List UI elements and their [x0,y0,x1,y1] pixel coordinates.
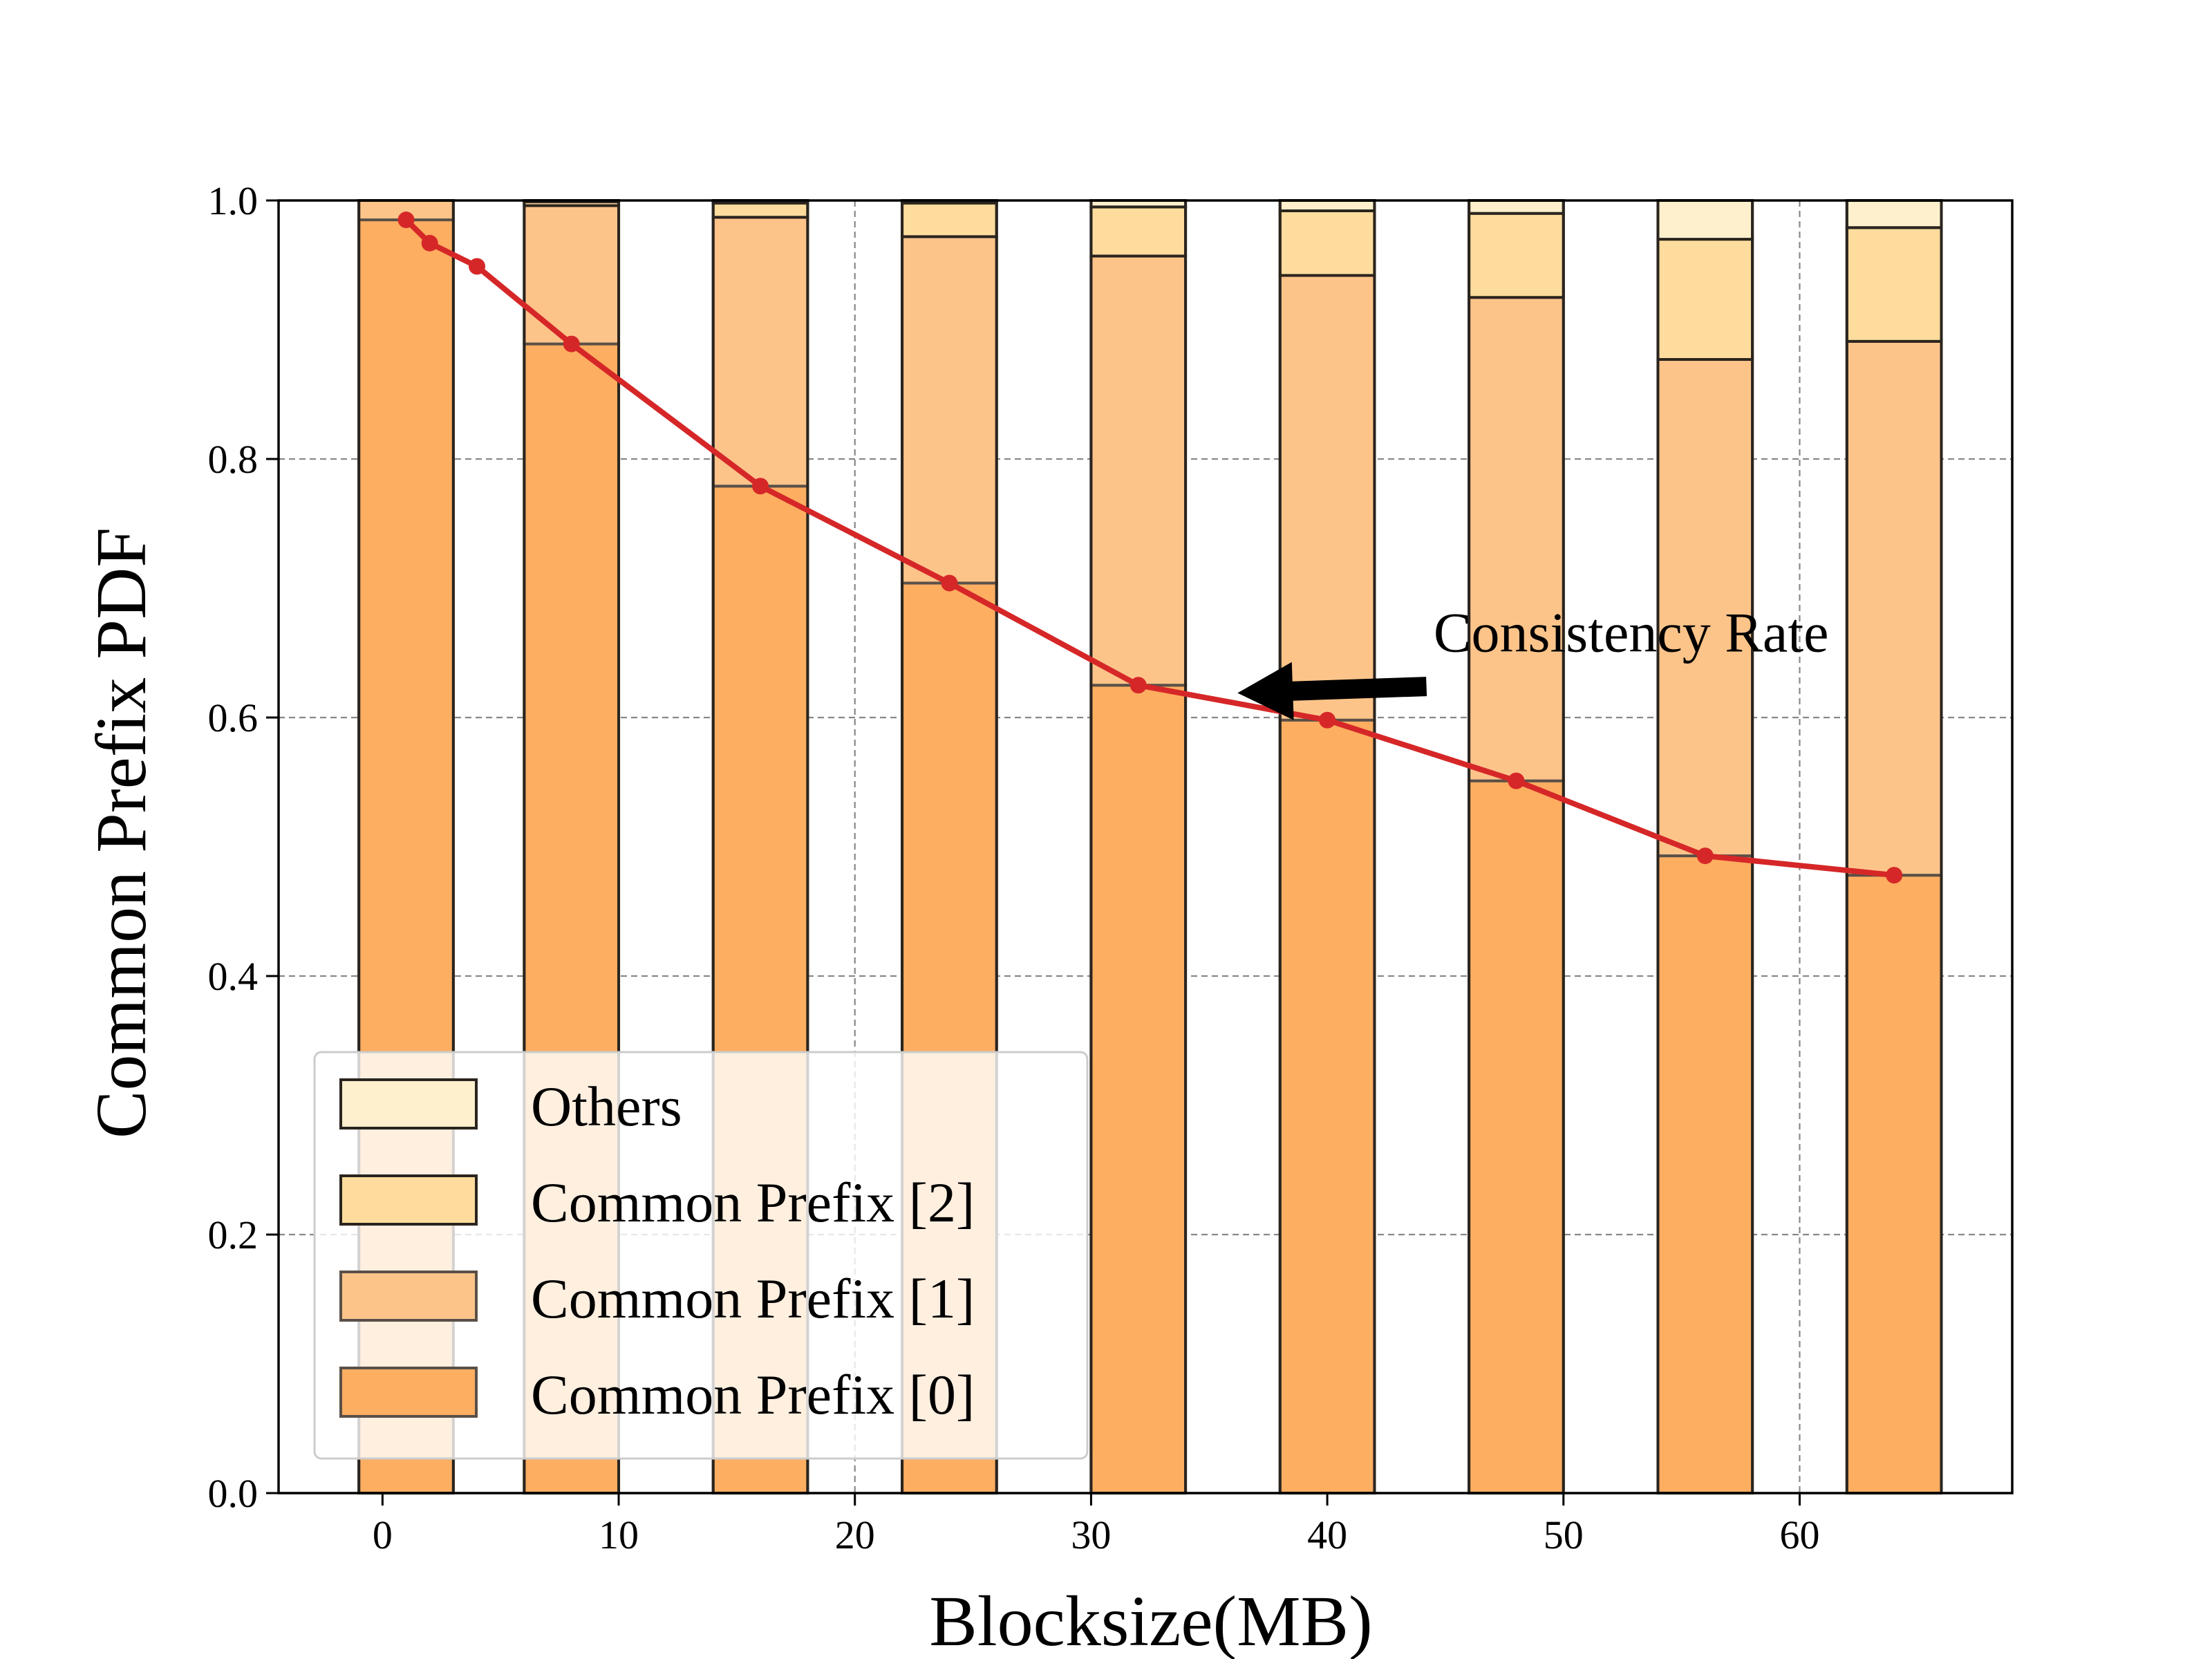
y-tick-label: 0.2 [208,1212,259,1257]
bar-segment-common-prefix-2 [711,201,809,219]
line-point [752,478,769,495]
legend-label: Common Prefix [2] [531,1171,975,1234]
x-tick-label: 10 [599,1512,639,1557]
plot-frame [277,199,2014,1494]
line-point [1130,677,1147,694]
bar-segment-common-prefix-1 [1845,339,1943,877]
bar-segment-common-prefix-0 [1089,684,1188,1494]
bar-segment-others [1278,199,1376,212]
consistency-rate-line [397,212,1903,884]
bar-segment-others [1656,199,1754,241]
bar-segment-common-prefix-1 [1278,274,1376,722]
bar-segment-common-prefix-1 [711,216,809,488]
x-tick-label: 50 [1544,1512,1584,1557]
line-point [563,335,580,353]
bar-segment-common-prefix-2 [1468,212,1565,299]
y-tick-label: 0.6 [208,695,259,740]
bar-segment-common-prefix-0 [1278,718,1376,1494]
legend-label: Common Prefix [1] [531,1267,975,1330]
bar-segment-common-prefix-2 [1845,226,1943,343]
line-point [1508,772,1525,789]
line-point [421,234,438,252]
legend-label: Common Prefix [0] [531,1363,975,1426]
y-tick-label: 1.0 [208,178,259,223]
y-tick-label: 0.8 [208,437,259,482]
bar-segment-common-prefix-2 [901,201,998,238]
bar-segment-common-prefix-1 [1468,296,1565,782]
bar-segment-common-prefix-0 [1468,779,1565,1494]
bar-segment-common-prefix-1 [1089,254,1188,687]
bar-segment-common-prefix-1 [901,235,998,585]
y-tick-label: 0.4 [208,954,259,999]
axis-ticks: 0 10 20 30 40 50 60 0.0 0.2 0.4 0.6 0.8 1.0 [208,178,1820,1557]
bar-segment-others [1845,199,1943,229]
line-point [397,212,415,229]
bar-segment-common-prefix-0 [1845,874,1943,1494]
line-point [1696,847,1714,865]
x-axis-label: Blocksize(MB) [929,1582,1372,1659]
bar-segment-others [1468,199,1565,215]
bar-segment-common-prefix-2 [1278,209,1376,277]
line-point [941,574,958,592]
y-axis-label: Common Prefix PDF [82,527,161,1138]
legend: Others Common Prefix [2] Common Prefix [1]… [313,1051,1089,1460]
annotation-text: Consistency Rate [1434,601,1829,664]
x-tick-label: 60 [1779,1512,1819,1557]
legend-label: Others [531,1075,682,1138]
x-tick-label: 30 [1071,1512,1111,1557]
bar-segment-common-prefix-2 [1089,205,1188,258]
bar-segment-common-prefix-1 [523,204,621,346]
legend-swatch [339,1367,478,1418]
line-point [469,258,486,275]
legend-swatch [339,1271,478,1322]
bar-segment-common-prefix-0 [1656,854,1754,1494]
bar-segment-common-prefix-2 [1656,238,1754,362]
x-tick-label: 20 [835,1512,875,1557]
x-tick-label: 40 [1307,1512,1347,1557]
legend-swatch [339,1174,478,1226]
y-tick-label: 0.0 [208,1471,259,1516]
x-tick-label: 0 [373,1512,393,1557]
legend-box [313,1051,1089,1460]
annotation-arrow [1237,662,1427,720]
line-point [1886,867,1903,884]
annotation: Consistency Rate [1237,601,1829,720]
legend-swatch [339,1078,478,1130]
line-point [1319,711,1336,729]
